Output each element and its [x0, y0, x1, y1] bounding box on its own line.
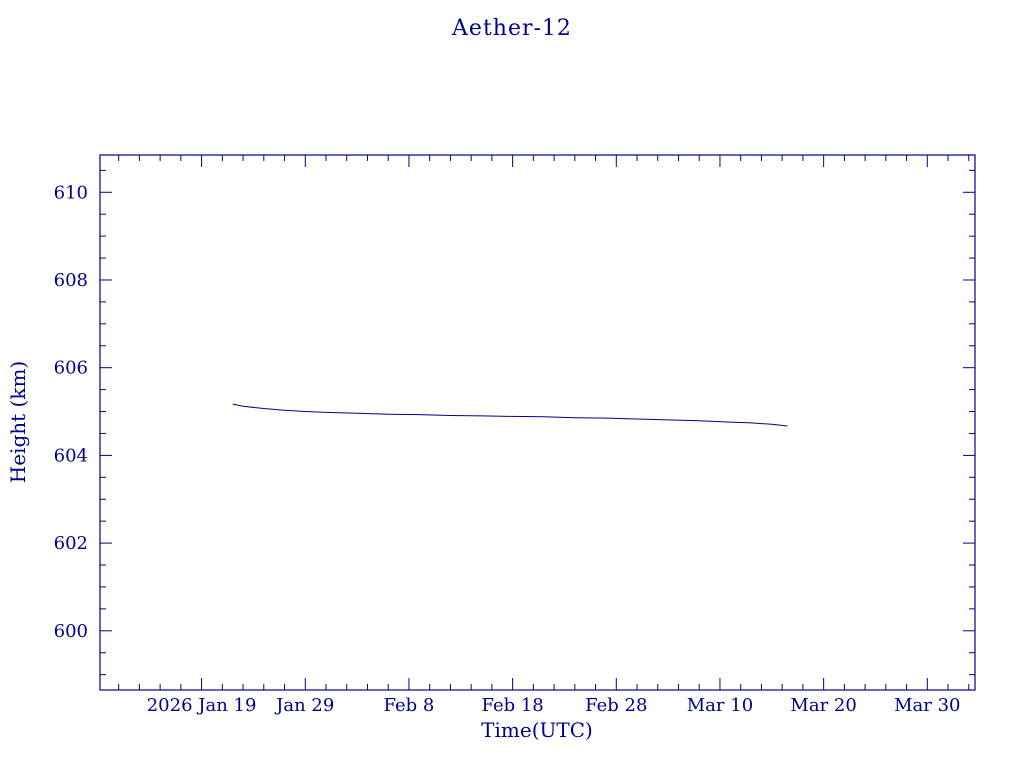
x-tick-label: Mar 10	[687, 695, 753, 716]
x-tick-label: Jan 29	[274, 695, 334, 716]
x-tick-label: Feb 18	[481, 695, 543, 716]
x-axis-label: Time(UTC)	[481, 718, 593, 742]
y-tick-label: 602	[54, 533, 88, 554]
y-tick-label: 608	[54, 270, 88, 291]
x-tick-label: Feb 28	[585, 695, 647, 716]
y-tick-label: 600	[54, 621, 88, 642]
height-data-line	[232, 403, 788, 427]
x-tick-label: 2026 Jan 19	[147, 695, 257, 716]
y-tick-label: 610	[54, 182, 88, 203]
y-tick-label: 604	[54, 445, 88, 466]
chart-title: Aether-12	[452, 16, 572, 41]
plot-frame	[99, 154, 976, 691]
x-tick-label: Mar 20	[790, 695, 856, 716]
x-tick-label: Mar 30	[894, 695, 960, 716]
x-tick-label: Feb 8	[384, 695, 435, 716]
y-tick-label: 606	[54, 358, 88, 379]
